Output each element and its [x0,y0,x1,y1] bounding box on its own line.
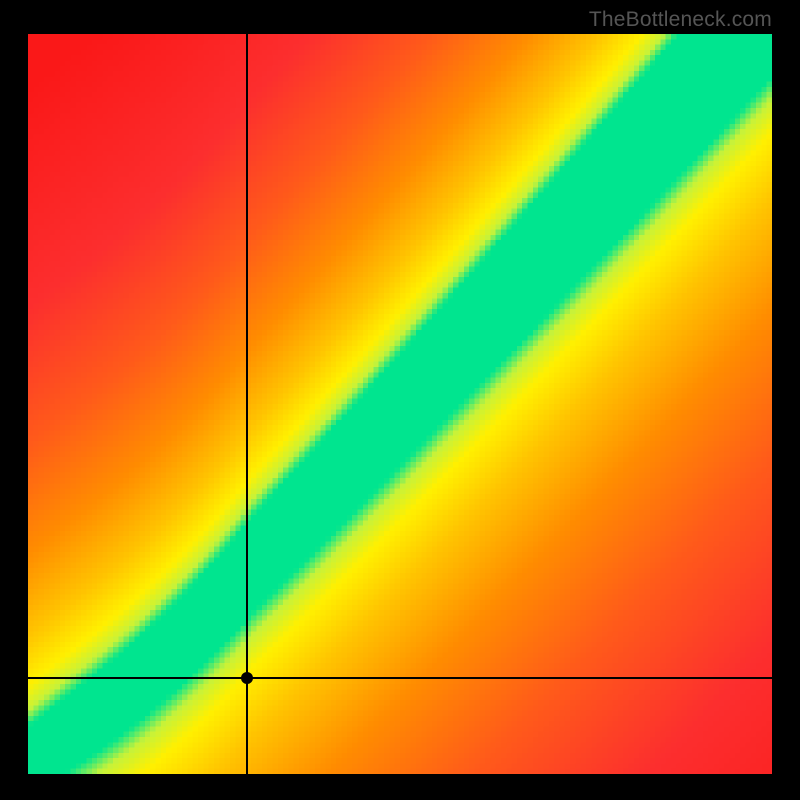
heatmap-canvas [28,34,772,774]
plot-area [28,34,772,774]
chart-container: TheBottleneck.com [0,0,800,800]
crosshair-vertical [246,34,248,774]
watermark-text: TheBottleneck.com [589,8,772,32]
crosshair-horizontal [28,677,772,679]
point-marker [241,672,253,684]
